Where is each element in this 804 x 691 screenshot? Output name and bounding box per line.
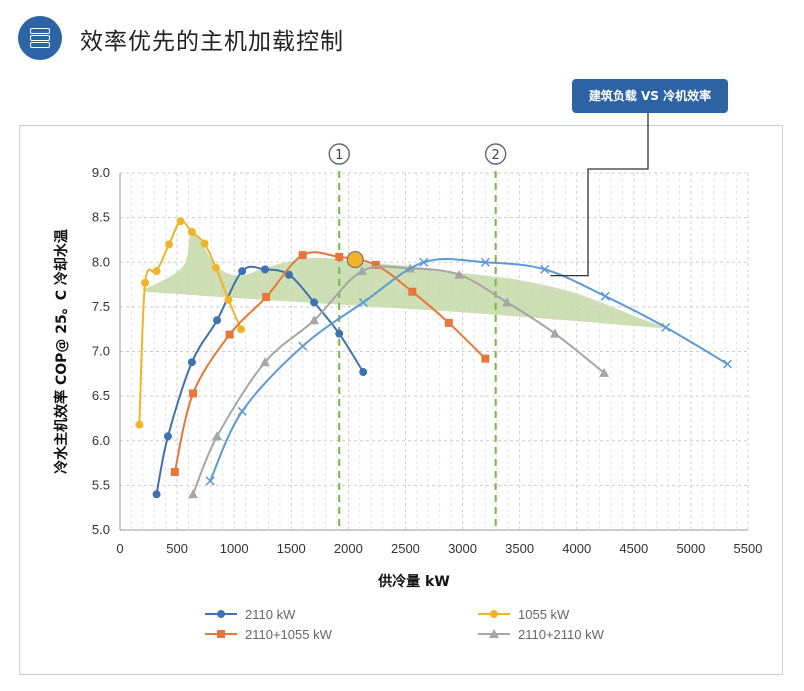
series-1-point xyxy=(187,358,196,367)
page-title: 效率优先的主机加载控制 xyxy=(80,29,344,55)
series-4-point xyxy=(454,269,465,279)
series-5-point xyxy=(661,322,671,332)
series-3-point xyxy=(444,318,453,327)
chart-panel xyxy=(19,125,783,675)
series-1-point xyxy=(284,270,293,279)
series-2-point xyxy=(211,263,220,272)
series-2-point xyxy=(237,325,246,334)
series-1-point xyxy=(359,368,368,377)
series-3-point xyxy=(335,252,344,261)
x-tick-label: 2000 xyxy=(334,541,363,556)
series-2-point xyxy=(165,240,174,249)
callout-leader-line xyxy=(550,113,649,277)
y-tick-label: 6.0 xyxy=(92,433,110,448)
legend-marker-3 xyxy=(217,630,225,638)
reference-marker-1 xyxy=(328,143,350,165)
x-tick-label: 5000 xyxy=(676,541,705,556)
series-1-point xyxy=(163,432,172,441)
series-3-point xyxy=(298,251,307,260)
series-4-point xyxy=(599,367,610,377)
series-5-point xyxy=(205,476,215,486)
series-line-5 xyxy=(209,257,728,482)
x-tick-label: 3500 xyxy=(505,541,534,556)
y-tick-label: 7.0 xyxy=(92,344,110,359)
series-5-point xyxy=(600,291,610,301)
x-tick-label: 1500 xyxy=(277,541,306,556)
series-3-point xyxy=(225,330,234,339)
series-1-point xyxy=(238,267,247,276)
series-5-point xyxy=(419,257,429,267)
load-band-area xyxy=(145,229,663,329)
series-2-point xyxy=(152,267,161,276)
series-line-1 xyxy=(155,265,365,495)
series-1-point xyxy=(310,298,319,307)
series-1-point xyxy=(335,329,344,338)
series-4-point xyxy=(550,328,561,338)
y-tick-label: 8.0 xyxy=(92,254,110,269)
series-2-point xyxy=(135,420,144,429)
y-tick-label: 5.5 xyxy=(92,477,110,492)
reference-marker-label-2: 2 xyxy=(492,148,500,163)
series-4-point xyxy=(212,431,223,441)
series-3-point xyxy=(408,287,417,296)
series-4-point xyxy=(260,357,271,367)
series-3-point xyxy=(481,354,490,363)
x-tick-label: 4500 xyxy=(619,541,648,556)
y-tick-label: 6.5 xyxy=(92,388,110,403)
legend-label-1: 2110 kW xyxy=(245,607,296,622)
series-3-point xyxy=(170,467,179,476)
series-5-point xyxy=(358,297,368,307)
series-5-point xyxy=(722,359,732,369)
series-2-point xyxy=(200,239,209,248)
y-tick-label: 9.0 xyxy=(92,165,110,180)
series-5-point xyxy=(237,406,247,416)
x-axis-label: 供冷量 kW xyxy=(377,573,450,590)
callout-label: 建筑负载 VS 冷机效率 xyxy=(572,79,728,113)
series-3-point xyxy=(189,389,198,398)
series-2-point xyxy=(176,217,185,226)
x-tick-label: 1000 xyxy=(220,541,249,556)
series-2-point xyxy=(187,227,196,236)
series-2-point xyxy=(224,295,233,304)
series-4-point xyxy=(309,315,320,325)
legend-label-4: 2110+2110 kW xyxy=(518,627,605,642)
highlight-point xyxy=(346,250,364,269)
series-1-point xyxy=(152,490,161,499)
legend-marker-1 xyxy=(217,610,225,618)
legend-marker-2 xyxy=(490,610,498,618)
legend-marker-4 xyxy=(489,629,499,638)
series-5-point xyxy=(298,341,308,351)
x-tick-label: 0 xyxy=(116,541,123,556)
server-stack-icon xyxy=(18,16,62,60)
y-tick-label: 5.0 xyxy=(92,522,110,537)
y-axis-label: 冷水主机效率 COP@ 25。C 冷却水温 xyxy=(53,229,70,474)
series-line-3 xyxy=(173,251,487,473)
y-tick-label: 8.5 xyxy=(92,210,110,225)
legend-label-3: 2110+1055 kW xyxy=(245,627,333,642)
series-4-point xyxy=(357,266,368,276)
legend-label-2: 1055 kW xyxy=(518,607,570,622)
series-1-point xyxy=(213,316,222,325)
series-line-4 xyxy=(192,265,605,495)
x-tick-label: 4000 xyxy=(562,541,591,556)
series-5-point xyxy=(480,257,490,267)
x-tick-label: 3000 xyxy=(448,541,477,556)
series-1-point xyxy=(261,265,270,274)
series-2-point xyxy=(141,278,150,287)
series-5-point xyxy=(540,264,550,274)
series-3-point xyxy=(371,260,380,269)
x-tick-label: 2500 xyxy=(391,541,420,556)
reference-marker-2 xyxy=(484,143,507,165)
x-tick-label: 500 xyxy=(166,541,188,556)
series-4-point xyxy=(188,489,199,499)
series-4-point xyxy=(502,297,513,307)
series-3-point xyxy=(262,293,271,302)
reference-marker-label-1: 1 xyxy=(335,148,343,163)
y-tick-label: 7.5 xyxy=(92,299,110,314)
x-tick-label: 5500 xyxy=(734,541,763,556)
